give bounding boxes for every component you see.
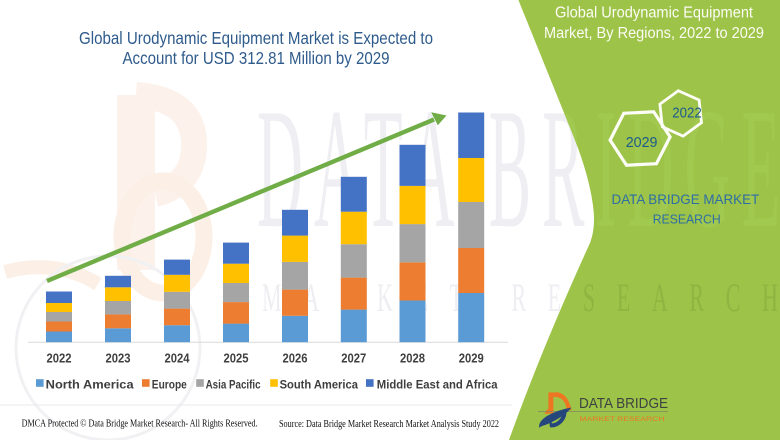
svg-text:2028: 2028 bbox=[400, 350, 425, 365]
svg-text:2025: 2025 bbox=[224, 350, 249, 365]
svg-text:Source: Data Bridge Market Res: Source: Data Bridge Market Research Mark… bbox=[279, 419, 499, 430]
svg-text:2022: 2022 bbox=[47, 350, 72, 365]
svg-text:2023: 2023 bbox=[106, 350, 131, 365]
svg-text:RESEARCH: RESEARCH bbox=[653, 212, 721, 227]
svg-text:Account for USD 312.81 Million: Account for USD 312.81 Million by 2029 bbox=[123, 48, 390, 68]
svg-text:2027: 2027 bbox=[341, 350, 366, 365]
svg-text:2024: 2024 bbox=[165, 350, 191, 365]
svg-text:South America: South America bbox=[280, 378, 359, 391]
svg-text:DMCA Protected © Data Bridge M: DMCA Protected © Data Bridge Market Rese… bbox=[22, 419, 258, 430]
svg-text:Global Urodynamic Equipment Ma: Global Urodynamic Equipment Market is Ex… bbox=[79, 28, 433, 48]
svg-text:2029: 2029 bbox=[626, 135, 658, 151]
svg-text:2029: 2029 bbox=[459, 350, 484, 365]
svg-text:Asia Pacific: Asia Pacific bbox=[206, 378, 261, 391]
svg-text:MARKET RESEARCH: MARKET RESEARCH bbox=[580, 416, 665, 423]
svg-text:2026: 2026 bbox=[283, 350, 308, 365]
svg-text:Global Urodynamic Equipment: Global Urodynamic Equipment bbox=[555, 4, 754, 21]
svg-text:North America: North America bbox=[46, 378, 134, 391]
svg-text:Middle East and Africa: Middle East and Africa bbox=[377, 378, 498, 391]
svg-text:2022: 2022 bbox=[672, 106, 702, 122]
svg-text:Europe: Europe bbox=[152, 378, 187, 391]
svg-text:DATA BRIDGE MARKET: DATA BRIDGE MARKET bbox=[612, 192, 760, 207]
svg-text:DATA BRIDGE: DATA BRIDGE bbox=[579, 396, 668, 412]
svg-text:Market, By Regions, 2022 to 20: Market, By Regions, 2022 to 2029 bbox=[544, 25, 764, 42]
